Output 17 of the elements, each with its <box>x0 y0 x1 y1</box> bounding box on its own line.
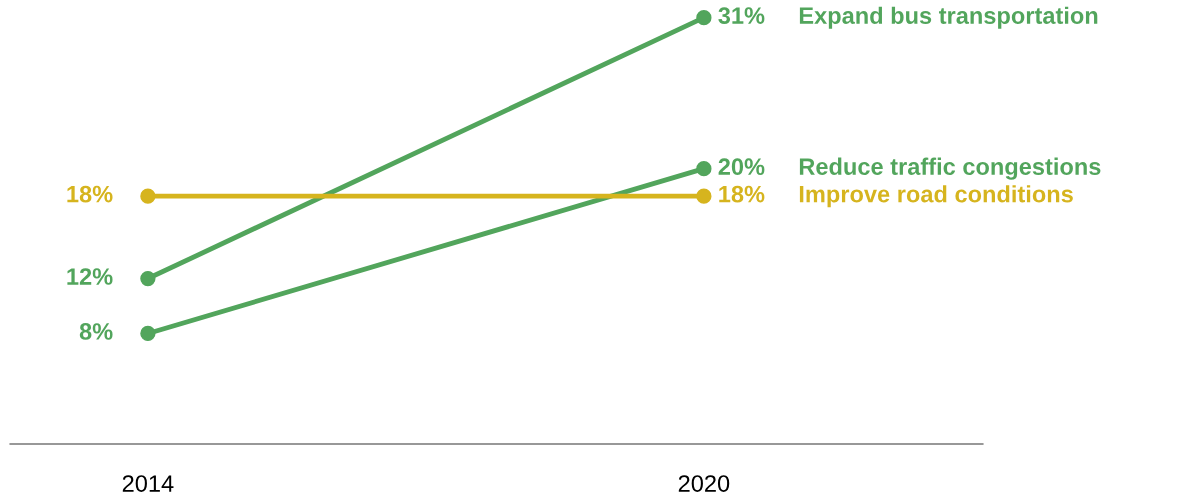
point <box>696 9 712 26</box>
text: Expand bus transportation <box>799 6 1098 29</box>
point <box>696 188 712 204</box>
data-label: 18% <box>67 185 113 203</box>
text: Reduce traffic congestions <box>799 157 1101 180</box>
point <box>696 161 712 177</box>
x-tick-label: 2020 <box>678 475 730 492</box>
point <box>140 270 156 287</box>
point <box>140 188 156 204</box>
point <box>140 325 156 342</box>
data-label: 8% <box>79 323 113 340</box>
data-label: 31% <box>718 7 765 24</box>
data-label: 20% <box>718 158 765 176</box>
x-tick-label: 2014 <box>122 475 174 492</box>
data-label: 18% <box>719 185 765 203</box>
data-label: 12% <box>67 268 113 285</box>
text: Improve road conditions <box>799 185 1073 208</box>
